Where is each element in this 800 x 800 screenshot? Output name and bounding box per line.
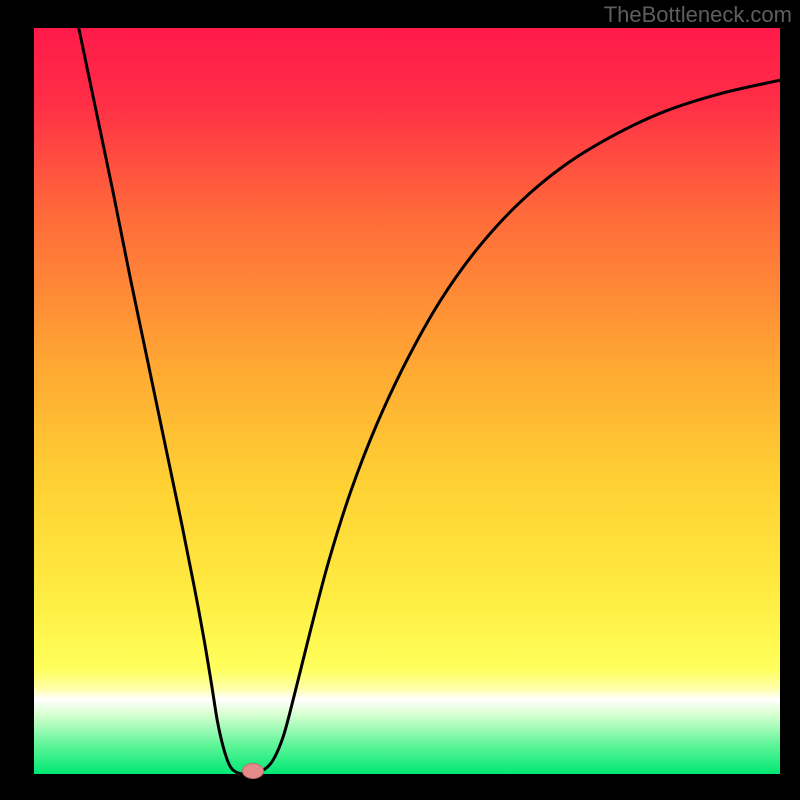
watermark-text: TheBottleneck.com bbox=[604, 2, 792, 28]
minimum-marker bbox=[242, 763, 264, 779]
bottleneck-curve bbox=[34, 28, 780, 774]
curve-path bbox=[79, 28, 780, 774]
plot-area bbox=[34, 28, 780, 774]
